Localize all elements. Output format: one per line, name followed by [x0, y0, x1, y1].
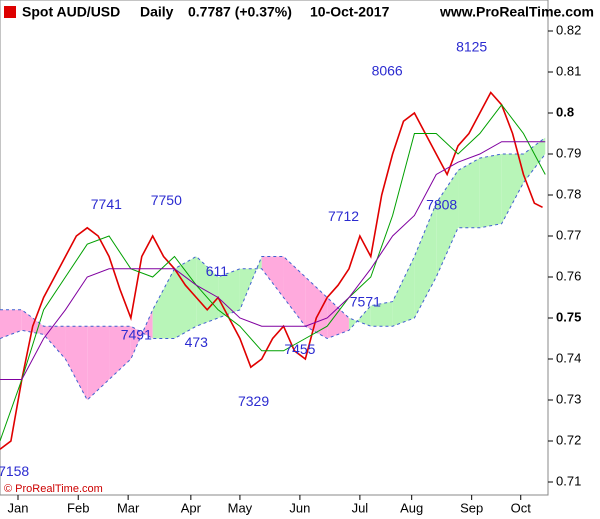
- cloud-segment: [305, 277, 328, 339]
- x-tick-label: Apr: [181, 500, 202, 515]
- cloud-segment: [523, 137, 546, 183]
- annotation: 7491: [121, 326, 152, 342]
- footer-label: © ProRealTime.com: [4, 483, 103, 495]
- y-tick-label: 0.71: [556, 473, 581, 488]
- annotation: 7158: [0, 463, 29, 479]
- annotation: 7712: [328, 208, 359, 224]
- y-tick-label: 0.8: [556, 104, 574, 119]
- cloud-segment: [152, 268, 175, 339]
- y-tick-label: 0.74: [556, 350, 581, 365]
- header-text: Spot AUD/USD: [22, 4, 120, 20]
- x-tick-label: Aug: [400, 500, 423, 515]
- x-tick-label: Sep: [460, 500, 483, 515]
- cloud-segment: [109, 326, 131, 380]
- x-tick-label: Oct: [511, 500, 532, 515]
- cloud-segment: [87, 326, 110, 400]
- x-tick-label: Jun: [289, 500, 310, 515]
- annotation: 473: [185, 334, 209, 350]
- plot-frame: [0, 0, 549, 496]
- cloud-edge: [0, 137, 546, 401]
- y-tick-label: 0.82: [556, 22, 581, 37]
- annotation: 7750: [151, 192, 182, 208]
- cloud-segment: [458, 158, 480, 228]
- annotation: 611: [206, 263, 229, 279]
- y-tick-label: 0.78: [556, 186, 581, 201]
- cloud-segment: [174, 256, 197, 339]
- y-tick-label: 0.72: [556, 432, 581, 447]
- header-text: Daily: [140, 4, 174, 20]
- cloud-segment: [436, 170, 459, 277]
- cloud-segment: [0, 309, 22, 339]
- y-tick-label: 0.77: [556, 227, 581, 242]
- y-tick-label: 0.73: [556, 391, 581, 406]
- site-label: www.ProRealTime.com: [439, 4, 594, 20]
- cloud-segment: [370, 301, 393, 327]
- header-text: 10-Oct-2017: [310, 4, 390, 20]
- x-tick-label: Feb: [67, 500, 89, 515]
- annotation: 8125: [456, 38, 487, 54]
- x-tick-label: May: [228, 500, 253, 515]
- cloud-edge: [0, 153, 546, 339]
- annotation: 7455: [284, 341, 315, 357]
- cloud-segment: [501, 154, 524, 224]
- x-tick-label: Mar: [117, 500, 140, 515]
- cloud-segment: [283, 256, 306, 327]
- annotation: 7808: [426, 196, 457, 212]
- cloud-segment: [327, 297, 349, 339]
- cloud-segment: [218, 268, 240, 318]
- cloud-segment: [43, 326, 66, 359]
- header-icon: [4, 6, 16, 18]
- annotation: 7571: [350, 294, 381, 310]
- annotation: 8066: [372, 63, 403, 79]
- cloud-segment: [65, 326, 88, 400]
- x-tick-label: Jul: [352, 500, 369, 515]
- price-line: [0, 91, 543, 450]
- annotation: 7741: [91, 196, 122, 212]
- cloud-segment: [261, 256, 284, 298]
- annotation: 7329: [238, 393, 269, 409]
- header-text: 0.7787 (+0.37%): [188, 4, 292, 20]
- cloud-segment: [479, 154, 502, 228]
- y-tick-label: 0.76: [556, 268, 581, 283]
- indicator-line: [0, 141, 546, 380]
- y-tick-label: 0.75: [556, 309, 581, 324]
- y-tick-label: 0.81: [556, 63, 581, 78]
- indicator-line: [0, 103, 546, 442]
- x-tick-label: Jan: [8, 500, 29, 515]
- cloud-segment: [414, 203, 437, 318]
- cloud-segment: [392, 256, 415, 327]
- y-tick-label: 0.79: [556, 145, 581, 160]
